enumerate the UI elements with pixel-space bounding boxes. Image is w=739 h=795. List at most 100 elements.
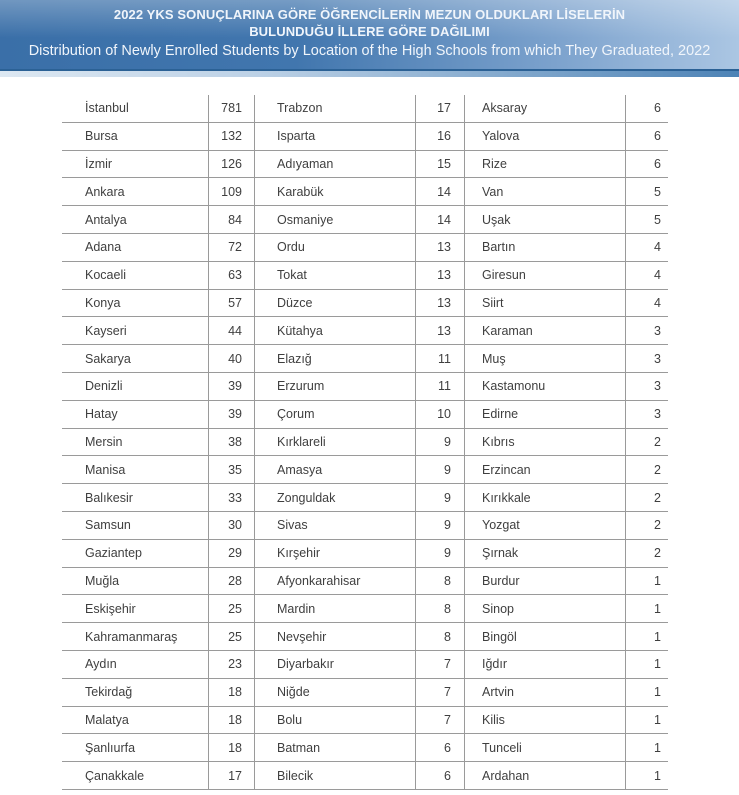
count-cell: 18 — [208, 678, 255, 707]
province-cell: Manisa — [62, 456, 208, 485]
province-cell: Siirt — [465, 290, 625, 318]
province-cell: Giresun — [465, 262, 625, 290]
province-cell: Tokat — [255, 262, 415, 290]
province-cell: İzmir — [62, 151, 208, 179]
count-cell: 6 — [625, 150, 668, 179]
province-cell: Zonguldak — [255, 484, 415, 512]
count-cell: 8 — [415, 595, 465, 624]
count-cell: 6 — [625, 122, 668, 151]
count-cell: 109 — [208, 178, 255, 207]
province-cell: Konya — [62, 290, 208, 318]
province-cell: Trabzon — [255, 95, 415, 123]
province-cell: Hatay — [62, 401, 208, 429]
province-cell: Denizli — [62, 373, 208, 401]
count-cell: 44 — [208, 317, 255, 346]
province-cell: Batman — [255, 734, 415, 763]
title-english: Distribution of Newly Enrolled Students … — [28, 43, 711, 59]
count-cell: 1 — [625, 678, 668, 707]
province-cell: İstanbul — [62, 95, 208, 123]
count-cell: 40 — [208, 345, 255, 373]
title-turkish-line1: 2022 YKS SONUÇLARINA GÖRE ÖĞRENCİLERİN M… — [113, 7, 626, 22]
count-cell: 17 — [415, 95, 465, 123]
province-cell: Karaman — [465, 317, 625, 346]
province-cell: Edirne — [465, 401, 625, 429]
province-cell: Aydın — [62, 651, 208, 679]
province-cell: Çorum — [255, 401, 415, 429]
count-cell: 11 — [415, 372, 465, 401]
count-cell: 4 — [625, 261, 668, 290]
count-cell: 17 — [208, 762, 255, 790]
province-cell: Kilis — [465, 707, 625, 735]
count-cell: 16 — [415, 122, 465, 151]
province-cell: Osmaniye — [255, 206, 415, 234]
count-cell: 1 — [625, 706, 668, 735]
count-cell: 6 — [625, 95, 668, 123]
province-cell: Gaziantep — [62, 540, 208, 568]
province-cell: Bursa — [62, 123, 208, 151]
province-cell: Tunceli — [465, 734, 625, 763]
province-cell: Ankara — [62, 178, 208, 207]
count-cell: 63 — [208, 261, 255, 290]
count-cell: 8 — [415, 623, 465, 651]
count-cell: 2 — [625, 456, 668, 485]
count-cell: 15 — [415, 150, 465, 179]
province-cell: Malatya — [62, 707, 208, 735]
count-cell: 14 — [415, 178, 465, 207]
province-cell: Balıkesir — [62, 484, 208, 512]
province-cell: Kırklareli — [255, 429, 415, 457]
count-cell: 781 — [208, 95, 255, 123]
province-cell: Kırıkkale — [465, 484, 625, 512]
count-cell: 35 — [208, 456, 255, 485]
count-cell: 7 — [415, 650, 465, 679]
count-cell: 3 — [625, 400, 668, 429]
province-cell: Bolu — [255, 707, 415, 735]
province-cell: Şırnak — [465, 540, 625, 568]
province-cell: Niğde — [255, 679, 415, 707]
province-cell: Çanakkale — [62, 762, 208, 790]
province-cell: Isparta — [255, 123, 415, 151]
count-cell: 3 — [625, 372, 668, 401]
count-cell: 132 — [208, 122, 255, 151]
province-cell: Elazığ — [255, 345, 415, 373]
count-cell: 9 — [415, 428, 465, 457]
province-cell: Erzurum — [255, 373, 415, 401]
count-cell: 2 — [625, 539, 668, 568]
count-cell: 4 — [625, 233, 668, 262]
province-cell: Ardahan — [465, 762, 625, 790]
count-cell: 1 — [625, 762, 668, 790]
province-cell: Yalova — [465, 123, 625, 151]
province-cell: Tekirdağ — [62, 679, 208, 707]
count-cell: 72 — [208, 233, 255, 262]
count-cell: 9 — [415, 484, 465, 512]
count-cell: 13 — [415, 317, 465, 346]
count-cell: 5 — [625, 206, 668, 234]
report-header-banner: 2022 YKS SONUÇLARINA GÖRE ÖĞRENCİLERİN M… — [0, 0, 739, 69]
count-cell: 1 — [625, 650, 668, 679]
province-cell: Kütahya — [255, 317, 415, 346]
province-cell: Rize — [465, 151, 625, 179]
count-cell: 2 — [625, 428, 668, 457]
count-cell: 7 — [415, 678, 465, 707]
count-cell: 8 — [415, 567, 465, 596]
province-cell: Sakarya — [62, 345, 208, 373]
count-cell: 126 — [208, 150, 255, 179]
province-cell: Adana — [62, 234, 208, 262]
count-cell: 2 — [625, 511, 668, 540]
count-cell: 5 — [625, 178, 668, 207]
count-cell: 4 — [625, 289, 668, 318]
count-cell: 13 — [415, 233, 465, 262]
count-cell: 14 — [415, 206, 465, 234]
province-cell: Kayseri — [62, 317, 208, 346]
count-cell: 1 — [625, 567, 668, 596]
title-turkish-line2: BULUNDUĞU İLLERE GÖRE DAĞILIMI — [249, 24, 490, 39]
province-cell: Erzincan — [465, 456, 625, 485]
count-cell: 29 — [208, 539, 255, 568]
province-cell: Muş — [465, 345, 625, 373]
province-cell: Afyonkarahisar — [255, 568, 415, 596]
header-accent-strip — [0, 71, 739, 77]
count-cell: 9 — [415, 539, 465, 568]
province-cell: Uşak — [465, 206, 625, 234]
province-cell: Aksaray — [465, 95, 625, 123]
count-cell: 28 — [208, 567, 255, 596]
province-cell: Adıyaman — [255, 151, 415, 179]
